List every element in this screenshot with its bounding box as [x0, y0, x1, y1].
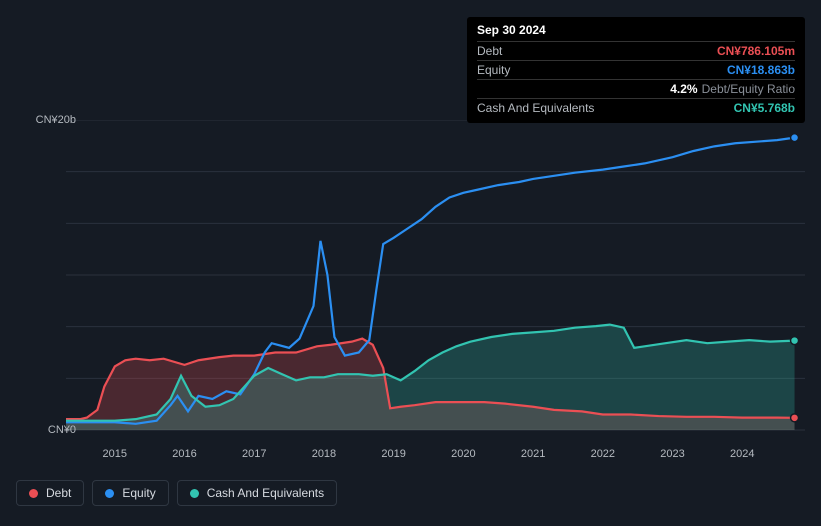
legend-item-equity[interactable]: Equity	[92, 480, 168, 506]
tooltip-label: Debt	[477, 44, 502, 58]
legend-swatch	[105, 489, 114, 498]
legend-swatch	[190, 489, 199, 498]
x-axis-label: 2022	[591, 448, 615, 460]
tooltip-label: Cash And Equivalents	[477, 101, 594, 115]
x-axis-label: 2024	[730, 448, 754, 460]
legend-item-cash-and-equivalents[interactable]: Cash And Equivalents	[177, 480, 337, 506]
x-axis-label: 2015	[103, 448, 127, 460]
x-axis-label: 2016	[172, 448, 196, 460]
x-axis-label: 2020	[451, 448, 475, 460]
tooltip-row: Cash And Equivalents CN¥5.768b	[477, 99, 795, 117]
endpoint-marker-cash-and-equivalents	[791, 337, 799, 345]
tooltip-value: 4.2%Debt/Equity Ratio	[670, 82, 795, 96]
chart-area[interactable]: CN¥0CN¥20b	[16, 120, 805, 440]
endpoint-marker-debt	[791, 414, 799, 422]
endpoint-marker-equity	[791, 134, 799, 142]
tooltip-row: Debt CN¥786.105m	[477, 42, 795, 61]
tooltip-row: 4.2%Debt/Equity Ratio	[477, 80, 795, 99]
legend-label: Debt	[46, 486, 71, 500]
legend-label: Cash And Equivalents	[207, 486, 324, 500]
legend-swatch	[29, 489, 38, 498]
chart-svg	[16, 120, 805, 440]
x-axis-label: 2018	[312, 448, 336, 460]
tooltip-value: CN¥786.105m	[717, 44, 795, 58]
legend-label: Equity	[122, 486, 155, 500]
x-axis-label: 2017	[242, 448, 266, 460]
tooltip-value: CN¥5.768b	[734, 101, 795, 115]
tooltip-value: CN¥18.863b	[727, 63, 795, 77]
y-axis-label: CN¥20b	[16, 114, 76, 126]
x-axis-label: 2023	[660, 448, 684, 460]
tooltip-date: Sep 30 2024	[477, 23, 795, 42]
chart-tooltip: Sep 30 2024 Debt CN¥786.105m Equity CN¥18.86…	[467, 17, 805, 123]
x-axis-label: 2019	[381, 448, 405, 460]
tooltip-row: Equity CN¥18.863b	[477, 61, 795, 80]
tooltip-label: Equity	[477, 63, 510, 77]
y-axis-label: CN¥0	[16, 424, 76, 436]
x-axis-label: 2021	[521, 448, 545, 460]
legend: Debt Equity Cash And Equivalents	[16, 480, 337, 506]
legend-item-debt[interactable]: Debt	[16, 480, 84, 506]
